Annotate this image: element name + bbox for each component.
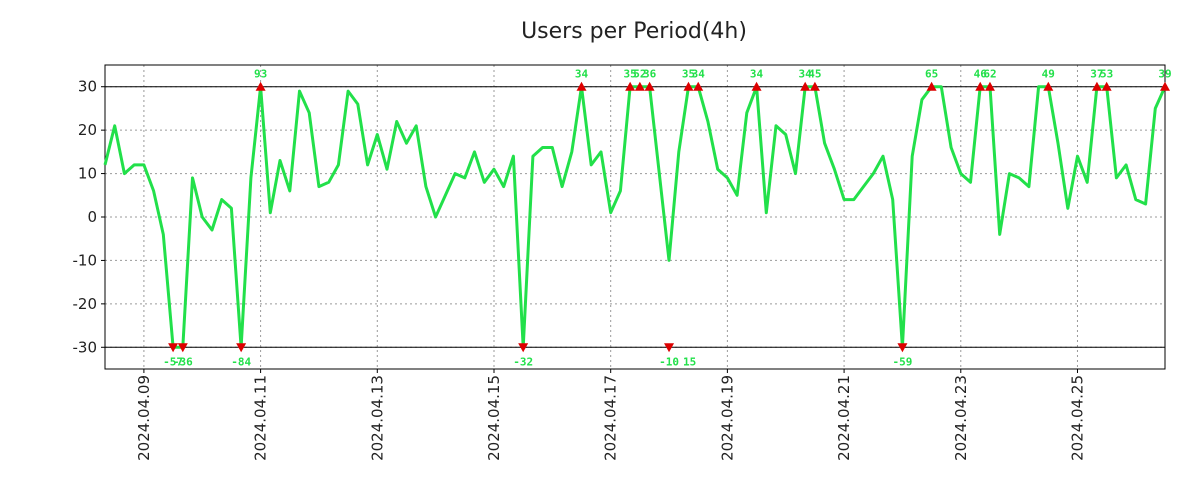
clip-marker-up: [1043, 81, 1054, 91]
y-tick-label: -10: [73, 251, 98, 269]
clip-marker-up: [683, 81, 694, 91]
clip-value-label: 62: [983, 68, 996, 81]
y-tick-label: 20: [78, 121, 97, 139]
clip-marker-down: [518, 343, 529, 353]
clip-marker-up: [1160, 81, 1170, 91]
clip-marker-up: [576, 81, 587, 91]
y-axis: 30 20 10 0 -10 -20 -30: [73, 78, 105, 356]
clip-marker-down: [236, 343, 247, 353]
clip-value-label: 52: [633, 68, 646, 81]
x-tick-label: 2024.04.21: [835, 375, 853, 461]
clip-value-label: 35: [682, 68, 695, 81]
clip-marker-up: [634, 81, 645, 91]
y-tick-label: -30: [73, 338, 98, 356]
clip-marker-up: [1101, 81, 1112, 91]
clip-value-label: 46: [974, 68, 988, 81]
clip-marker-down: [664, 343, 675, 353]
clip-value-label: 34: [750, 68, 764, 81]
x-tick-label: 2024.04.23: [952, 375, 970, 461]
clip-marker-down: [897, 343, 908, 353]
clip-value-label: 34: [799, 68, 813, 81]
y-tick-label: 30: [78, 78, 97, 96]
x-axis: 2024.04.09 2024.04.11 2024.04.13 2024.04.15…: [135, 369, 1086, 461]
clip-value-label: -84: [231, 355, 251, 368]
y-tick-label: -20: [73, 295, 98, 313]
clip-value-label: -57: [163, 355, 183, 368]
clip-marker-up: [1091, 81, 1102, 91]
clip-value-label: 45: [808, 68, 821, 81]
clip-marker-up: [926, 81, 937, 91]
clip-marker-up: [625, 81, 636, 91]
clip-marker-up: [751, 81, 762, 91]
clip-value-label: -32: [513, 355, 533, 368]
x-tick-label: 2024.04.25: [1068, 375, 1086, 461]
clip-value-label: 36: [643, 68, 657, 81]
clip-value-label: 34: [692, 68, 706, 81]
clip-value-label: 37: [1090, 68, 1103, 81]
clip-marker-up: [800, 81, 811, 91]
clip-value-label: -10: [659, 355, 679, 368]
clip-value-label: 15: [683, 355, 696, 368]
grid: [105, 65, 1165, 369]
clip-value-label: 65: [925, 68, 938, 81]
clip-marker-up: [984, 81, 995, 91]
clip-marker-down: [168, 343, 179, 353]
clip-marker-up: [975, 81, 986, 91]
clip-marker-up: [644, 81, 655, 91]
x-tick-label: 2024.04.19: [718, 375, 736, 461]
clip-value-label: -59: [892, 355, 912, 368]
clip-value-label: 53: [1100, 68, 1113, 81]
clip-marker-up: [693, 81, 704, 91]
clip-marker-up: [809, 81, 820, 91]
clip-value-label: 93: [254, 68, 267, 81]
y-tick-label: 0: [87, 208, 97, 226]
x-tick-label: 2024.04.15: [485, 375, 503, 461]
clip-value-label: 35: [624, 68, 637, 81]
clip-value-label: -36: [173, 355, 193, 368]
clip-marker-down: [177, 343, 188, 353]
x-tick-label: 2024.04.17: [602, 375, 620, 461]
clip-value-label: 39: [1158, 68, 1171, 81]
y-tick-label: 10: [78, 165, 97, 183]
clip-value-label: 34: [575, 68, 589, 81]
clip-value-label: 49: [1042, 68, 1055, 81]
x-tick-label: 2024.04.09: [135, 375, 153, 461]
clip-marker-up: [255, 81, 266, 91]
chart-title: Users per Period(4h): [521, 19, 747, 44]
x-tick-label: 2024.04.13: [368, 375, 386, 461]
x-tick-label: 2024.04.11: [252, 375, 270, 461]
